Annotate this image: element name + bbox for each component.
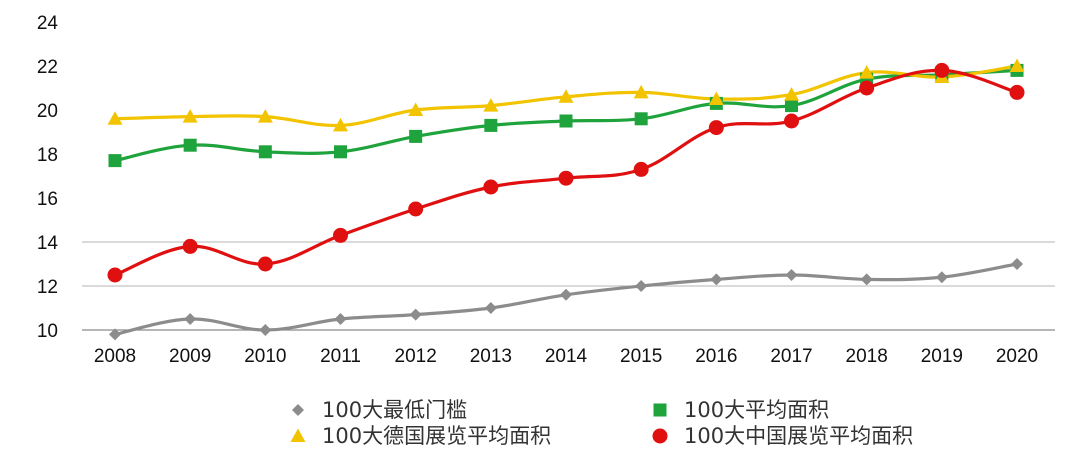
series-4-point (708, 120, 724, 136)
series-2-point (484, 118, 498, 132)
series-4-point (107, 267, 123, 283)
legend-marker-2 (653, 403, 667, 417)
series-1-point (1011, 258, 1023, 270)
x-tick-label: 2010 (244, 346, 286, 367)
series-1-point (334, 313, 347, 325)
series-3-point (182, 109, 198, 123)
series-2-point (258, 145, 272, 159)
series-3-point (708, 91, 724, 105)
legend: 100大最低门槛 100大平均面积 100大德国展览平均面积 100大中国展览平均面积 (290, 398, 913, 448)
series-4-point (558, 170, 574, 186)
x-tick-label: 2012 (395, 346, 437, 367)
series-4-point (483, 179, 499, 195)
series-1-point (860, 273, 873, 286)
y-tick-label: 22 (37, 57, 58, 78)
x-tick-label: 2015 (620, 346, 662, 367)
series-markers (107, 58, 1025, 341)
legend-marker-3 (290, 428, 306, 442)
series-2-point (108, 154, 122, 168)
series-3-point (859, 65, 875, 79)
legend-label-2: 100大平均面积 (684, 398, 829, 422)
series-4-point (633, 161, 649, 177)
x-tick-label: 2011 (320, 346, 361, 367)
series-4-point (934, 62, 950, 78)
x-tick-label: 2009 (169, 346, 211, 367)
x-tick-labels: 2008 2009 2010 2011 2012 2013 2014 2015 2016 2017… (94, 346, 1038, 367)
series-1-point (109, 328, 121, 341)
legend-label-3: 100大德国展览平均面积 (322, 424, 551, 448)
x-tick-label: 2016 (695, 346, 737, 367)
series-3-point (107, 111, 123, 125)
series-3-point (558, 89, 574, 103)
x-tick-label: 2020 (996, 346, 1038, 367)
legend-label-4: 100大中国展览平均面积 (684, 424, 913, 448)
y-tick-label: 16 (37, 189, 58, 210)
series-3-point (483, 98, 499, 112)
series-4-point (784, 113, 799, 129)
series-1-point (935, 271, 948, 284)
series-1-point (484, 302, 497, 314)
series-4-point (408, 201, 424, 217)
y-tick-label: 18 (37, 145, 58, 166)
x-tick-label: 2019 (921, 346, 963, 367)
x-tick-label: 2013 (470, 346, 512, 367)
x-tick-label: 2017 (770, 346, 812, 367)
series-2-point (183, 138, 197, 152)
series-4-point (1009, 84, 1025, 100)
series-2-point (559, 114, 573, 128)
legend-label-1: 100大最低门槛 (322, 398, 467, 422)
y-tick-label: 12 (37, 277, 58, 298)
series-3-point (257, 109, 273, 123)
series-3-point (1009, 58, 1025, 72)
y-tick-label: 10 (37, 321, 58, 342)
y-tick-label: 20 (37, 101, 58, 122)
series-3-point (784, 87, 799, 101)
series-2-point (785, 99, 798, 113)
series-4-point (859, 80, 875, 96)
x-tick-label: 2014 (545, 346, 588, 367)
series-4-point (182, 238, 198, 254)
x-tick-label: 2008 (94, 346, 136, 367)
y-tick-label: 24 (37, 13, 59, 34)
series-2-point (334, 145, 347, 159)
series-2-point (634, 112, 648, 126)
legend-marker-4 (652, 428, 668, 444)
series-3-point (633, 84, 649, 99)
series-1-point (259, 324, 272, 336)
y-tick-labels: 10 12 14 16 18 20 22 24 (37, 13, 59, 342)
series-1-point (635, 280, 648, 292)
series-3-point (333, 117, 348, 132)
series-2-point (409, 129, 423, 143)
series-1-point (409, 308, 422, 321)
series-1-point (710, 273, 723, 286)
series-1-point (560, 288, 572, 301)
series-1-point (184, 313, 197, 325)
y-tick-label: 14 (37, 233, 59, 254)
gridlines (82, 241, 1055, 287)
series-4-point (257, 256, 273, 272)
series-1-point (785, 269, 798, 281)
series-3-point (408, 102, 424, 116)
x-tick-label: 2018 (846, 346, 888, 367)
series-4-point (333, 227, 348, 243)
legend-marker-1 (292, 404, 304, 416)
